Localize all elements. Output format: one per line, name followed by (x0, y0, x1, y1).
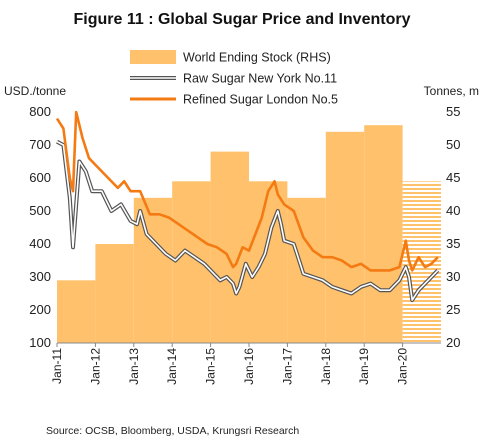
x-tick-label: Jan-12 (88, 348, 102, 385)
x-tick-label: Jan-11 (50, 348, 64, 384)
legend-label: World Ending Stock (RHS) (183, 51, 331, 65)
y-right-tick-label: 50 (446, 137, 460, 152)
y-left-tick-label: 200 (29, 302, 51, 317)
series-line-raw-sugar-inner (56, 140, 439, 301)
x-tick-label: Jan-20 (396, 348, 410, 385)
stock-bar-2018 (325, 131, 365, 343)
x-tick-label: Jan-17 (280, 348, 294, 385)
stock-bar-2012 (95, 244, 134, 343)
legend-label: Raw Sugar New York No.11 (183, 72, 337, 86)
y-right-tick-label: 40 (446, 203, 460, 218)
y-right-tick-label: 30 (446, 269, 460, 284)
x-tick-label: Jan-19 (357, 348, 371, 385)
x-tick-label: Jan-13 (127, 348, 141, 385)
y-left-tick-label: 100 (29, 335, 51, 350)
x-tick-label: Jan-16 (242, 348, 256, 385)
y-right-axis-label: Tonnes, m (424, 84, 479, 98)
price-lines (55, 110, 440, 303)
y-left-tick-label: 600 (29, 170, 51, 185)
y-left-tick-label: 700 (29, 137, 51, 152)
series-line-refined-sugar (55, 110, 439, 272)
y-right-tick-label: 25 (446, 302, 460, 317)
y-left-tick-label: 500 (29, 203, 51, 218)
y-left-tick-label: 400 (29, 236, 51, 251)
chart-title: Figure 11 : Global Sugar Price and Inven… (74, 11, 411, 28)
y-right-tick-label: 35 (446, 236, 460, 251)
y-right-tick-label: 20 (446, 335, 460, 350)
y-left-tick-label: 300 (29, 269, 51, 284)
stock-bar-2019 (364, 125, 403, 343)
stock-bar-2011 (57, 280, 96, 343)
x-tick-label: Jan-18 (319, 348, 333, 385)
stock-bar-2016 (249, 181, 288, 343)
stock-bar-2017 (287, 197, 326, 343)
y-left-axis-label: USD./tonne (4, 84, 66, 98)
axes: 100 200 300 400 500 600 700 800 20 25 30 35 40 45 50 55… (29, 104, 460, 385)
legend: World Ending Stock (RHS) Raw Sugar New Yo… (130, 50, 338, 107)
legend-label: Refined Sugar London No.5 (183, 93, 338, 107)
source-note: Source: OCSB, Bloomberg, USDA, Krungsri … (46, 425, 299, 437)
y-left-tick-label: 800 (29, 104, 51, 119)
stock-bar-2013 (133, 197, 173, 343)
x-tick-label: Jan-14 (165, 348, 179, 385)
y-right-tick-label: 45 (446, 170, 460, 185)
x-tick-label: Jan-15 (204, 348, 218, 385)
stock-bars (57, 125, 441, 343)
y-right-tick-label: 55 (446, 104, 460, 119)
legend-swatch-stock (130, 50, 176, 64)
